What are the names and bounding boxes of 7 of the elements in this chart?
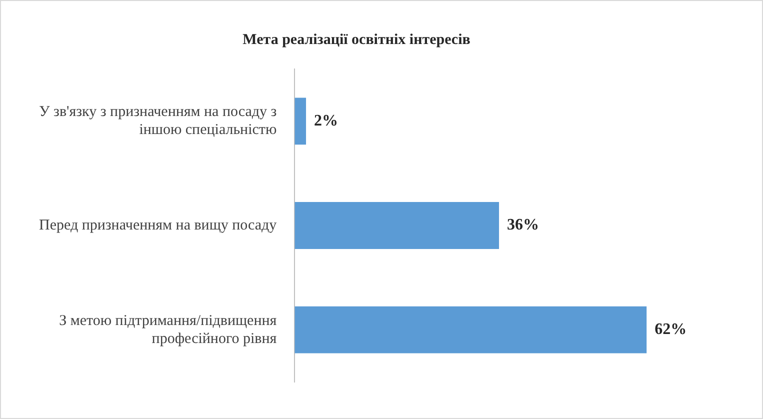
- y-tick-label: Перед призначенням на вищу посаду: [39, 217, 278, 234]
- y-tick-label: З метою підтримання/підвищення професійного рівня: [59, 312, 277, 347]
- data-label: 62%: [654, 320, 687, 338]
- data-label: 2%: [314, 112, 338, 130]
- y-tick-label: У зв'язку з призначенням на посаду з іншою спеціальністю: [39, 104, 277, 138]
- chart-title: Мета реалізації освітніх інтересів: [242, 32, 470, 48]
- data-label: 36%: [507, 216, 540, 234]
